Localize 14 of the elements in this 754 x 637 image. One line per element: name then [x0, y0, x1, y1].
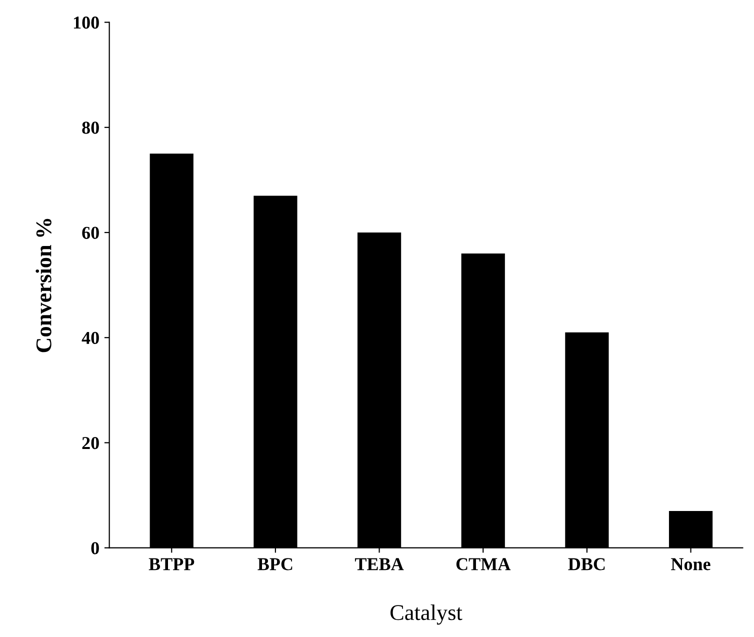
- x-tick-label: CTMA: [456, 558, 511, 570]
- x-tick-label: TEBA: [354, 558, 404, 570]
- y-tick-label: 80: [82, 122, 99, 134]
- y-tick-label: 100: [74, 16, 99, 29]
- x-tick-label: None: [671, 558, 710, 570]
- x-tick-label: DBC: [568, 558, 605, 570]
- x-tick-label: BPC: [258, 558, 292, 570]
- y-tick-label: 20: [82, 436, 99, 450]
- y-axis-title: Conversion %: [36, 218, 52, 352]
- x-axis-title: Catalyst: [390, 604, 462, 625]
- x-tick-label: BTPP: [148, 558, 194, 570]
- y-tick-label: 40: [82, 332, 99, 344]
- y-tick-label: 60: [82, 226, 99, 239]
- y-tick-label: 0: [91, 542, 99, 554]
